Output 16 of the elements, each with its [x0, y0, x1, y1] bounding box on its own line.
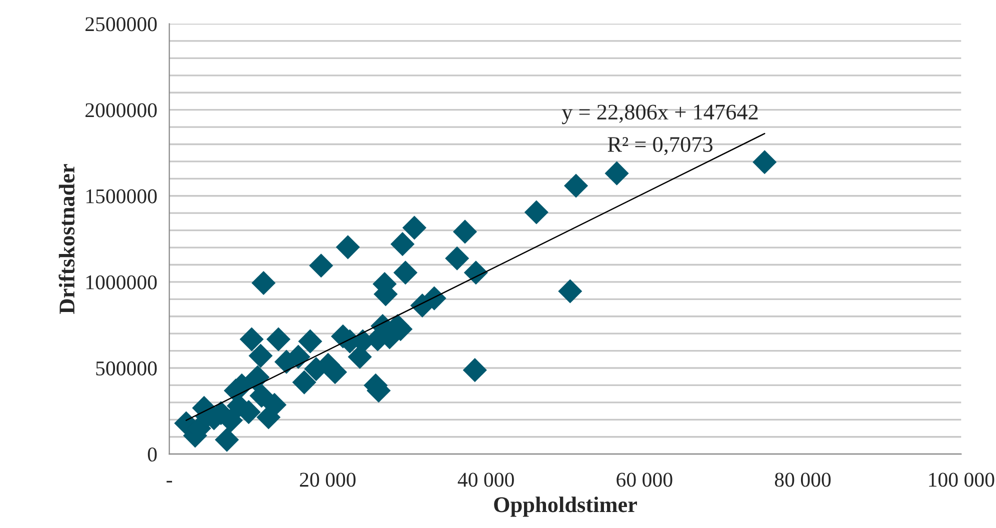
x-tick-label: 20 000: [300, 472, 356, 487]
x-axis-title: Oppholdstimer: [494, 496, 637, 517]
x-tick-label: -: [166, 480, 172, 482]
y-tick-label: 2500000: [86, 17, 157, 32]
x-tick-label: 80 000: [774, 472, 831, 487]
x-tick-label: 100 000: [929, 472, 994, 487]
y-tick-label: 500000: [96, 361, 157, 376]
x-tick-label: 60 000: [616, 472, 672, 487]
y-tick-label: 1000000: [86, 275, 157, 290]
y-tick-label: 1500000: [86, 189, 157, 204]
annotation: R² = 0,7073: [608, 136, 712, 156]
y-tick-label: 0: [148, 447, 157, 462]
x-tick-label: 40 000: [458, 472, 514, 487]
annotation: y = 22,806x + 147642: [562, 104, 758, 124]
y-tick-label: 2000000: [86, 103, 157, 118]
y-axis-title: Driftskostnader: [58, 164, 75, 314]
